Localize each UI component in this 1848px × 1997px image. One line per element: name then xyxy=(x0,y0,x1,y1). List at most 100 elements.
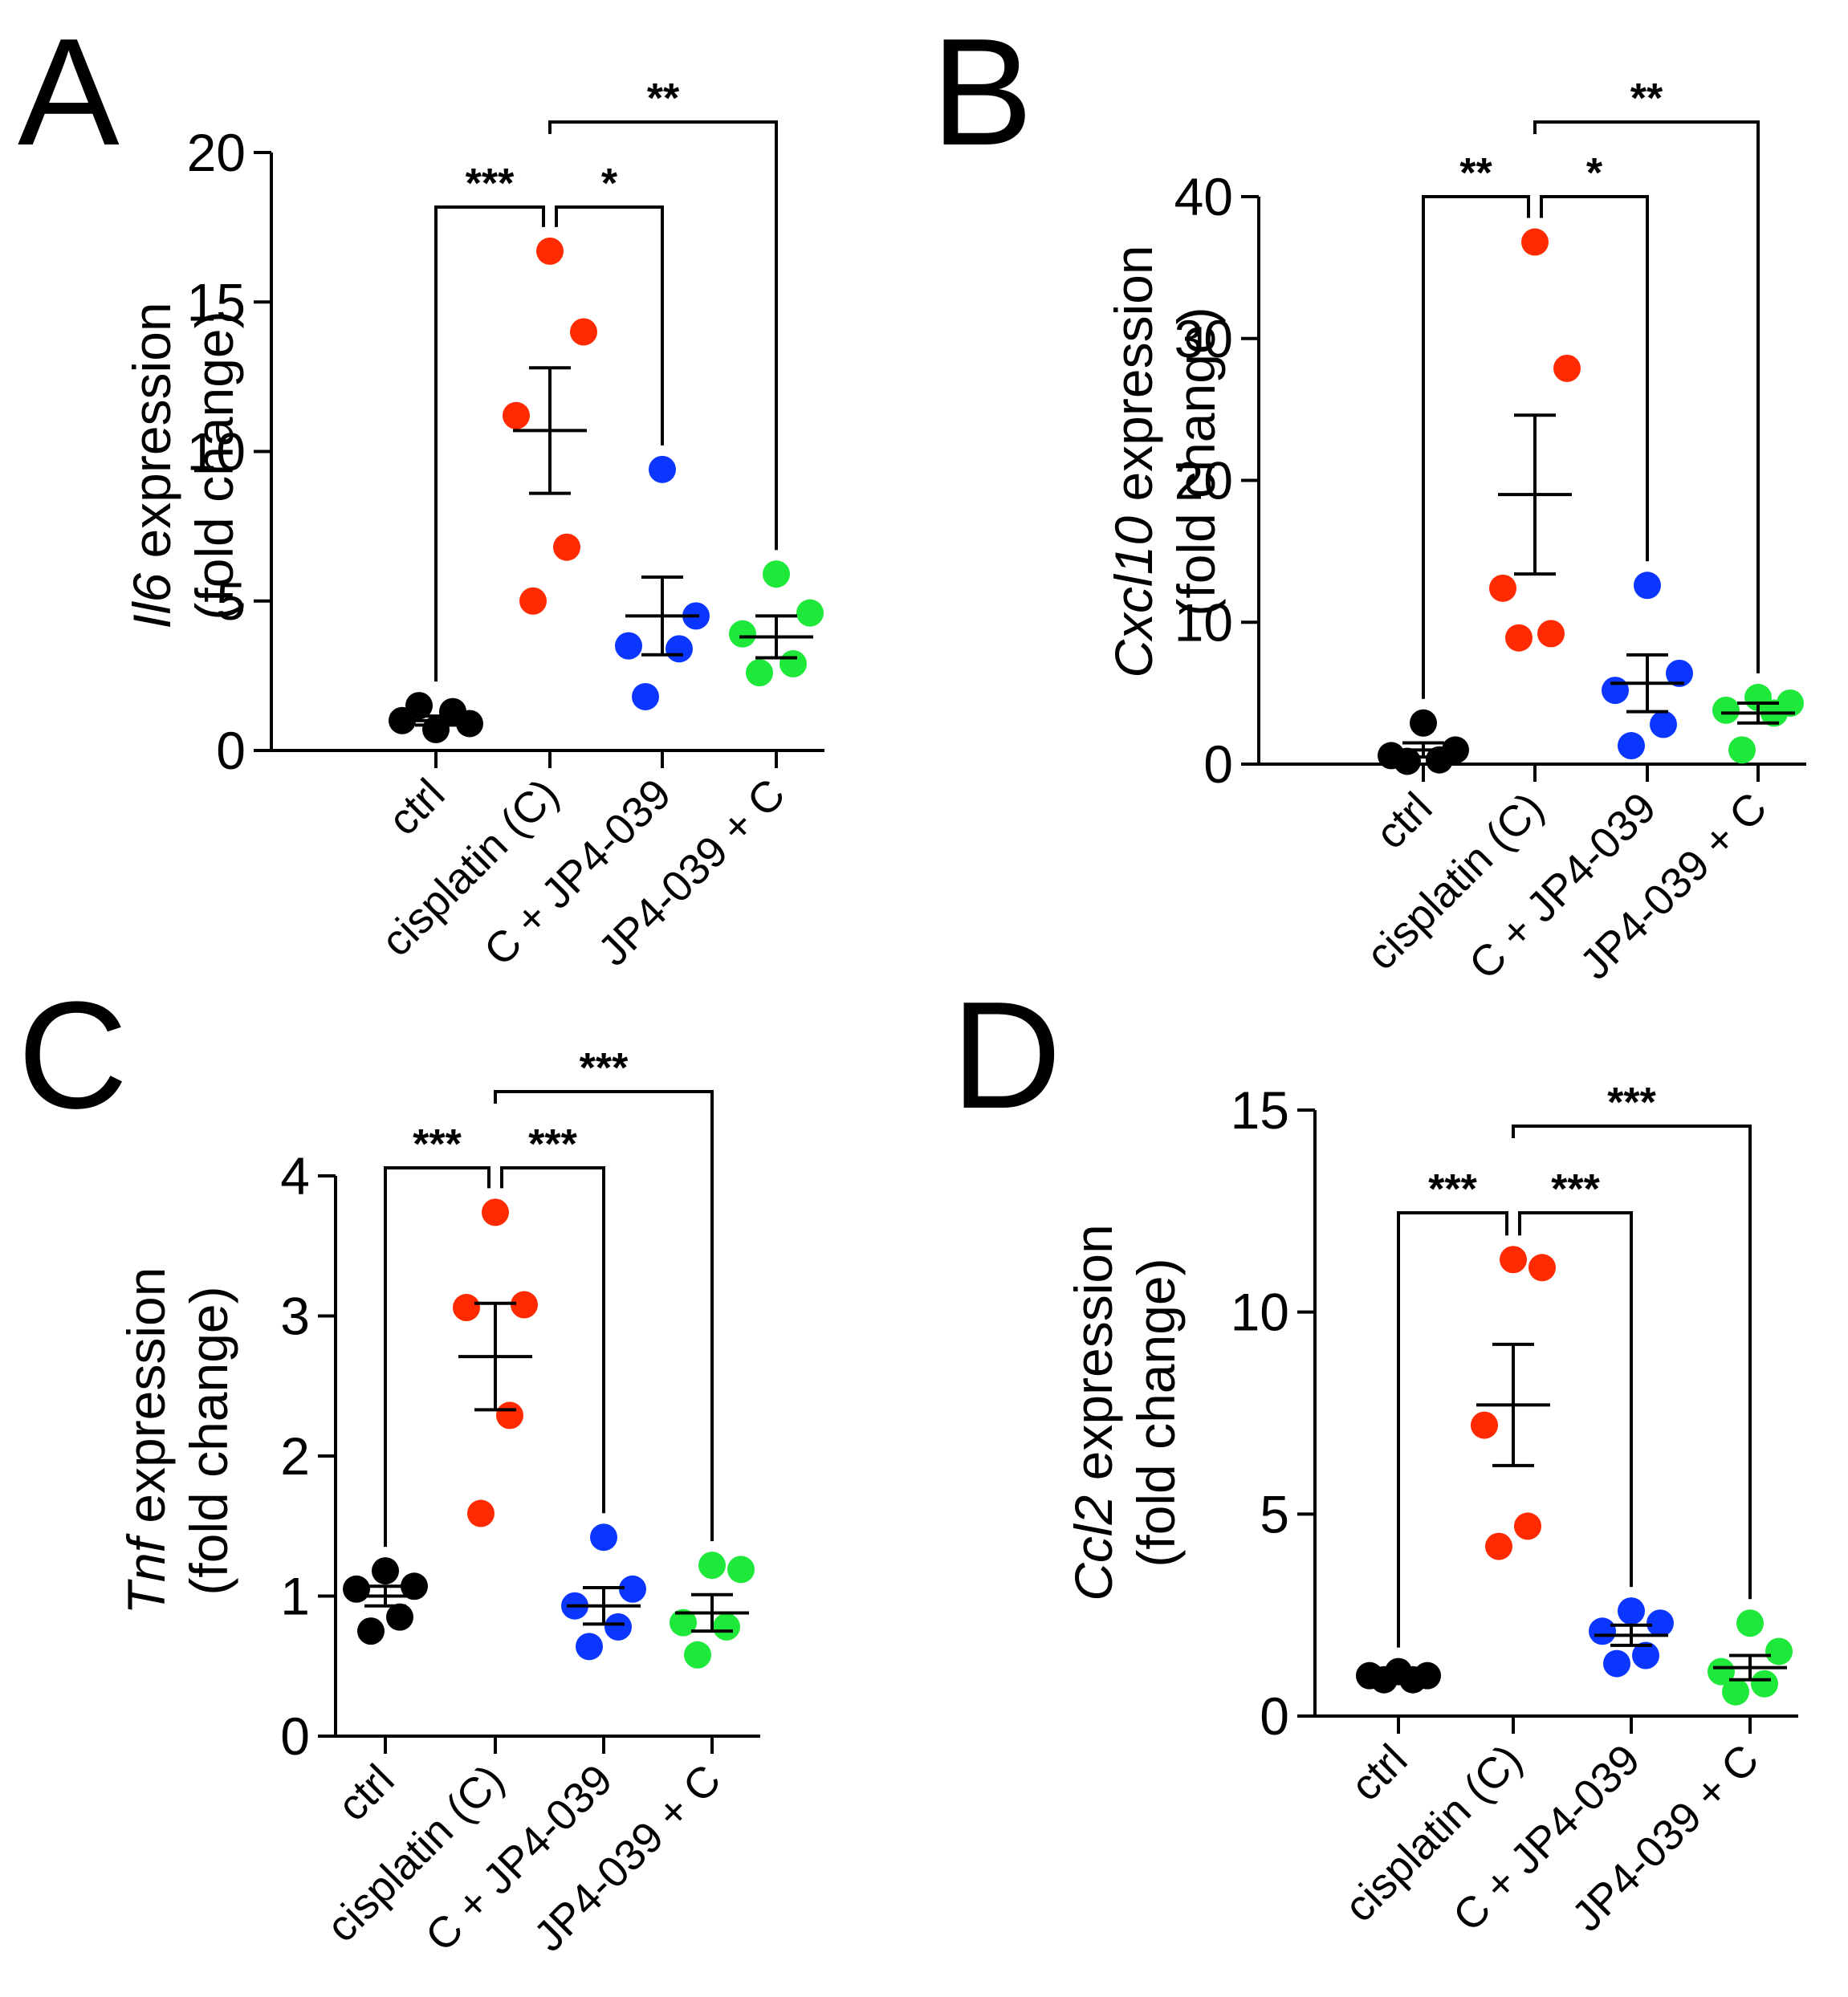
x-category-label: ctrl xyxy=(328,1755,403,1830)
significance-label: *** xyxy=(528,1121,577,1168)
data-point xyxy=(519,587,547,615)
data-point xyxy=(1485,1532,1512,1560)
y-tick-label: 0 xyxy=(1260,1686,1289,1746)
y-tick-label: 20 xyxy=(1174,451,1233,510)
y-tick-label: 5 xyxy=(1260,1484,1289,1544)
significance-label: *** xyxy=(1428,1166,1477,1213)
data-point xyxy=(1618,732,1645,760)
y-axis-b: 0 10 20 30 40 xyxy=(1174,167,1260,794)
data-point xyxy=(1634,571,1661,600)
data-point xyxy=(727,1556,755,1584)
data-point xyxy=(1647,1609,1674,1637)
data-point xyxy=(1751,1670,1778,1698)
y-axis-c: 0 1 2 3 4 xyxy=(280,1146,337,1766)
data-point xyxy=(796,599,824,627)
data-point xyxy=(713,1613,740,1641)
data-point xyxy=(1505,624,1533,652)
data-point xyxy=(1736,1609,1764,1637)
data-point xyxy=(453,1294,480,1322)
data-point xyxy=(536,237,564,265)
data-point xyxy=(1589,1617,1616,1645)
data-point xyxy=(401,1572,428,1600)
y-tick-label: 10 xyxy=(187,422,246,482)
data-point xyxy=(649,455,676,483)
data-point xyxy=(615,632,642,660)
y-tick-label: 15 xyxy=(1231,1080,1289,1140)
y-tick-label: 4 xyxy=(280,1146,310,1206)
y-label-gene-d: Ccl2 xyxy=(1064,1495,1123,1601)
data-point xyxy=(503,401,530,429)
plot-marks-c: *** ****** xyxy=(343,1045,755,1669)
data-point xyxy=(698,1552,726,1580)
y-tick-label: 1 xyxy=(280,1567,310,1626)
panel-a: A Il6 expression (fold change) 05101520 … xyxy=(18,7,824,975)
y-axis-label-b: Cxcl10 expression xyxy=(1104,245,1163,677)
y-tick-label: 15 xyxy=(187,272,246,331)
y-label-gene-a: Il6 xyxy=(122,573,181,629)
data-point xyxy=(1618,1597,1645,1625)
significance-bracket xyxy=(1512,1125,1752,1600)
y-axis-d: 0 5 10 15 xyxy=(1231,1080,1317,1746)
panel-d: D Ccl2 expression (fold change) 0 5 10 15 c… xyxy=(951,970,1798,1941)
data-point xyxy=(1603,1649,1630,1678)
data-point xyxy=(632,682,659,710)
plot-marks-a: *** *** xyxy=(389,75,824,743)
significance-bracket xyxy=(1422,195,1530,699)
y-label-gene-b: Cxcl10 xyxy=(1104,516,1163,678)
significance-label: *** xyxy=(1551,1166,1600,1213)
plot-marks-d: *** ****** xyxy=(1356,1080,1793,1706)
data-point xyxy=(482,1198,509,1226)
data-point xyxy=(422,715,450,743)
y-tick-label: 2 xyxy=(280,1426,310,1486)
y-axis-label-line2-b: (fold change) xyxy=(1166,307,1226,616)
y-tick-label: 10 xyxy=(1174,592,1233,652)
significance-bracket xyxy=(384,1166,490,1548)
y-tick-label: 0 xyxy=(1203,734,1233,794)
significance-label: * xyxy=(1586,150,1603,197)
data-point xyxy=(590,1523,617,1552)
data-point xyxy=(405,692,433,720)
y-tick-label: 0 xyxy=(280,1706,310,1766)
significance-label: ** xyxy=(1630,75,1663,122)
data-point xyxy=(1650,710,1677,738)
data-point xyxy=(1666,659,1693,687)
panel-letter-b: B xyxy=(931,7,1033,177)
data-point xyxy=(1410,709,1437,737)
y-label-rest-b: expression xyxy=(1104,245,1163,501)
data-point xyxy=(496,1401,523,1430)
data-point xyxy=(1528,1254,1556,1282)
data-point xyxy=(1632,1641,1659,1670)
x-category-label: ctrl xyxy=(1341,1735,1416,1810)
data-point xyxy=(553,533,580,561)
data-point xyxy=(357,1617,385,1645)
data-point xyxy=(666,635,693,663)
data-point xyxy=(1765,1637,1793,1666)
y-axis-label-line2-d: (fold change) xyxy=(1126,1258,1186,1567)
significance-bracket xyxy=(1518,1211,1633,1588)
data-point xyxy=(1514,1512,1541,1540)
data-point xyxy=(1394,747,1421,775)
y-label-rest-d: expression xyxy=(1064,1224,1123,1480)
data-point xyxy=(1537,620,1565,648)
significance-bracket xyxy=(1533,120,1760,673)
y-tick-label: 0 xyxy=(216,721,246,780)
data-point xyxy=(467,1499,495,1527)
x-category-label: C + JP4-039 xyxy=(417,1755,622,1961)
data-point xyxy=(684,1641,711,1669)
significance-label: *** xyxy=(580,1045,629,1092)
y-tick-label: 5 xyxy=(216,571,246,631)
data-point xyxy=(576,1633,603,1661)
significance-label: *** xyxy=(466,161,515,207)
data-point xyxy=(1370,1666,1398,1694)
panel-letter-d: D xyxy=(951,970,1061,1141)
data-point xyxy=(386,1603,413,1631)
significance-label: *** xyxy=(1607,1080,1656,1126)
data-point xyxy=(619,1575,646,1603)
panel-b: B Cxcl10 expression (fold change) 0 10 20 3… xyxy=(931,7,1806,989)
data-point xyxy=(1728,736,1756,764)
x-category-label: ctrl xyxy=(1366,783,1441,858)
